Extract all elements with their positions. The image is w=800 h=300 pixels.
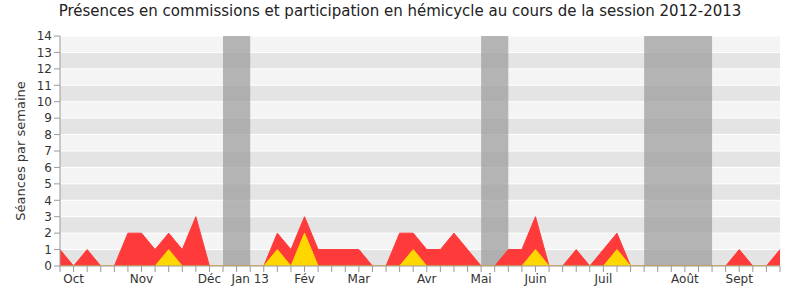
svg-text:13: 13 bbox=[37, 46, 52, 60]
svg-text:1: 1 bbox=[44, 243, 52, 257]
svg-text:Séances par semaine: Séances par semaine bbox=[13, 81, 28, 220]
svg-text:Mar: Mar bbox=[348, 272, 371, 286]
svg-text:0: 0 bbox=[44, 259, 52, 273]
svg-text:Déc: Déc bbox=[198, 272, 221, 286]
svg-text:7: 7 bbox=[44, 144, 52, 158]
svg-text:11: 11 bbox=[37, 79, 52, 93]
svg-text:9: 9 bbox=[44, 111, 52, 125]
svg-text:12: 12 bbox=[37, 62, 52, 76]
svg-text:5: 5 bbox=[44, 177, 52, 191]
svg-text:Fév: Fév bbox=[294, 272, 315, 286]
svg-text:6: 6 bbox=[44, 161, 52, 175]
svg-text:Avr: Avr bbox=[417, 272, 437, 286]
svg-text:Nov: Nov bbox=[130, 272, 153, 286]
svg-text:Sept: Sept bbox=[726, 272, 754, 286]
svg-text:2: 2 bbox=[44, 226, 52, 240]
svg-text:8: 8 bbox=[44, 128, 52, 142]
svg-text:Mai: Mai bbox=[471, 272, 492, 286]
svg-text:Août: Août bbox=[671, 272, 699, 286]
html-text:Présences en commissions et pa: Présences en commissions et participatio… bbox=[58, 2, 742, 20]
svg-text:10: 10 bbox=[37, 95, 52, 109]
svg-text:Jan 13: Jan 13 bbox=[230, 272, 269, 286]
svg-text:Oct: Oct bbox=[63, 272, 84, 286]
svg-text:4: 4 bbox=[44, 194, 52, 208]
svg-text:3: 3 bbox=[44, 210, 52, 224]
svg-text:Juin: Juin bbox=[523, 272, 546, 286]
svg-text:Juil: Juil bbox=[593, 272, 612, 286]
svg-text:14: 14 bbox=[37, 29, 52, 43]
